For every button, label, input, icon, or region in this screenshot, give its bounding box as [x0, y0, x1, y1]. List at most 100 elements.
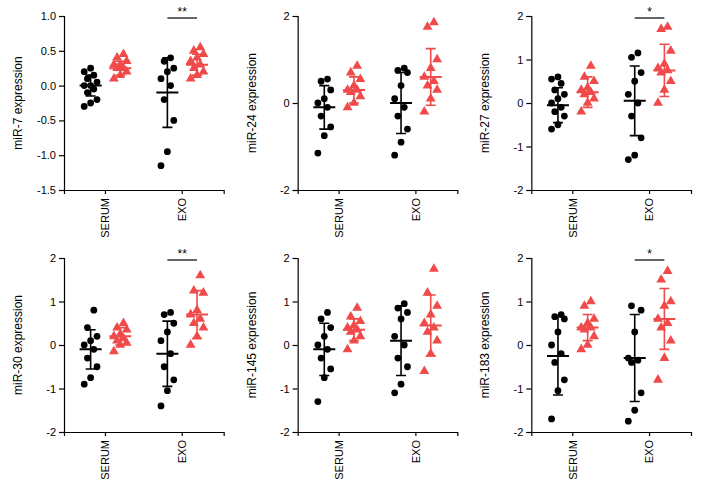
data-point [343, 344, 353, 353]
error-cap [553, 122, 563, 124]
y-tick: 1 [284, 296, 298, 308]
x-tick: SERUM [567, 190, 579, 238]
y-tick: 0 [284, 339, 298, 351]
data-point [315, 398, 322, 405]
data-point [81, 381, 88, 388]
data-point [318, 316, 325, 323]
error-cap [426, 294, 436, 296]
y-tick-label: -1 [514, 141, 524, 153]
data-point [158, 403, 165, 410]
y-tick-label: 1 [50, 296, 56, 308]
error-cap [553, 394, 563, 396]
data-point [628, 54, 635, 61]
x-tick: SERUM [99, 432, 111, 480]
series [343, 17, 442, 115]
y-tick: 1 [517, 54, 531, 66]
data-point [391, 333, 398, 340]
error-cap [115, 60, 125, 62]
error-cap [426, 48, 436, 50]
y-tick-label: -1 [514, 383, 524, 395]
series [343, 263, 442, 374]
data-point [551, 108, 558, 115]
y-tick-label: 0 [517, 97, 523, 109]
data-point [94, 79, 101, 86]
data-point [167, 309, 174, 316]
y-tick-mark [59, 301, 64, 302]
data-point [391, 152, 398, 159]
x-tick-mark [105, 190, 106, 194]
x-tick-label: EXO [176, 198, 188, 222]
error-cap [630, 65, 640, 67]
error-cap [192, 290, 202, 292]
y-tick: -1 [514, 141, 532, 153]
data-point [404, 126, 411, 133]
data-point [394, 113, 401, 120]
data-point [401, 65, 408, 72]
data-point [90, 307, 97, 314]
x-tick: EXO [176, 432, 188, 463]
data-point [94, 96, 101, 103]
mean-line [156, 353, 178, 355]
y-tick-label: -1.5 [37, 184, 56, 196]
x-tick: EXO [643, 432, 655, 463]
y-tick: -1 [514, 383, 532, 395]
data-point [666, 76, 676, 85]
panel: -2-1012SERUMEXOmiR-183 expression* [478, 247, 691, 480]
mean-line [547, 355, 569, 357]
y-tick: -1.0 [37, 149, 64, 161]
x-tick-label: EXO [176, 440, 188, 464]
x-axis-line [298, 433, 458, 437]
x-tick-label: SERUM [567, 440, 579, 480]
error-cap [319, 375, 329, 377]
data-point [318, 113, 325, 120]
y-axis-title: miR-145 expression [245, 292, 259, 399]
y-tick-label: -2 [46, 426, 56, 438]
data-point [586, 60, 596, 69]
mean-line [624, 357, 646, 359]
data-point [659, 352, 669, 361]
data-point [628, 302, 635, 309]
x-axis-line [65, 191, 225, 195]
error-cap [349, 102, 359, 104]
y-axis-title: miR-183 expression [478, 292, 492, 399]
data-point [663, 265, 673, 274]
mean-line [547, 104, 569, 106]
y-tick: 2 [50, 252, 64, 264]
data-point [625, 156, 632, 163]
y-tick-mark [59, 190, 64, 191]
error-cap [349, 76, 359, 78]
y-tick-mark [293, 258, 298, 259]
data-point [119, 49, 129, 58]
series [313, 300, 412, 405]
y-tick-mark [293, 16, 298, 17]
mean-line [156, 92, 178, 94]
y-tick-mark [59, 16, 64, 17]
data-point [404, 309, 411, 316]
x-tick-mark [339, 190, 340, 194]
y-tick: -2 [280, 184, 298, 196]
x-tick: EXO [410, 432, 422, 463]
data-point [656, 274, 666, 283]
data-point [653, 97, 663, 106]
x-tick-label: EXO [410, 440, 422, 464]
plot-area [547, 265, 676, 424]
y-tick-mark [293, 190, 298, 191]
y-axis: -2-1012 [514, 10, 532, 196]
y-axis: -2-1012 [46, 252, 64, 438]
error-cap [86, 95, 96, 97]
data-point [638, 389, 645, 396]
y-axis-line [59, 17, 65, 191]
data-point [158, 162, 165, 169]
data-point [81, 103, 88, 110]
y-tick: 1 [50, 296, 64, 308]
y-tick-mark [526, 345, 531, 346]
y-tick: 0 [284, 97, 298, 109]
series [109, 270, 208, 355]
series [80, 54, 179, 169]
y-tick-mark [293, 345, 298, 346]
y-tick-label: 0 [284, 97, 290, 109]
error-cap [583, 314, 593, 316]
y-tick-label: 0 [517, 339, 523, 351]
x-tick-label: EXO [643, 198, 655, 222]
y-tick-label: 0.0 [41, 80, 56, 92]
